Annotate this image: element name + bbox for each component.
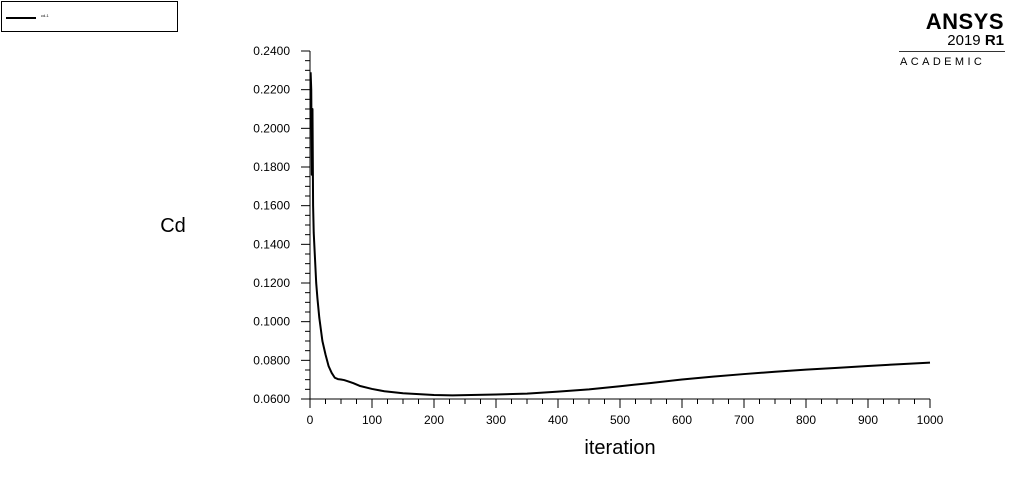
- legend-entry-label: cd-1: [41, 13, 49, 18]
- x-tick-label: 0: [307, 413, 314, 427]
- x-tick-label: 300: [486, 413, 506, 427]
- y-tick-label: 0.1800: [253, 160, 290, 174]
- ticks: [301, 50, 931, 408]
- y-tick-label: 0.2400: [253, 44, 290, 58]
- logo-version-line: 2019 R1: [947, 32, 1004, 50]
- series-line-cd-1: [309, 72, 931, 397]
- tick-labels: 0.0600 0.0800 0.1000 0.1200 0.1400 0.1600 0.18…: [253, 44, 943, 427]
- logo-brand: ANSYS: [925, 9, 1004, 34]
- plot-area: [309, 72, 931, 397]
- x-axis-title: iteration: [584, 437, 655, 459]
- logo-release: R1: [984, 32, 1004, 49]
- logo-edition: ACADEMIC: [900, 56, 986, 68]
- y-tick-label: 0.2200: [253, 83, 290, 97]
- x-tick-label: 400: [548, 413, 568, 427]
- x-tick-label: 200: [424, 413, 444, 427]
- x-tick-label: 800: [796, 413, 816, 427]
- y-axis-title: Cd: [160, 215, 186, 237]
- x-tick-label: 1000: [917, 413, 944, 427]
- ansys-logo: ANSYS 2019 R1 ACADEMIC: [897, 10, 1007, 72]
- y-tick-label: 0.1600: [253, 199, 290, 213]
- y-tick-label: 0.0600: [253, 392, 290, 406]
- axes: [309, 51, 930, 400]
- logo-version: 2019: [947, 32, 981, 49]
- legend: cd-1: [1, 1, 178, 32]
- x-tick-label: 500: [610, 413, 630, 427]
- x-tick-label: 600: [672, 413, 692, 427]
- x-tick-label: 700: [734, 413, 754, 427]
- x-tick-label: 100: [362, 413, 382, 427]
- logo-divider: [899, 51, 1005, 52]
- y-tick-label: 0.2000: [253, 121, 290, 135]
- x-tick-label: 900: [858, 413, 878, 427]
- y-tick-label: 0.1000: [253, 315, 290, 329]
- y-tick-label: 0.1200: [253, 276, 290, 290]
- y-tick-label: 0.0800: [253, 353, 290, 367]
- y-tick-label: 0.1400: [253, 237, 290, 251]
- legend-line-swatch: [6, 17, 36, 19]
